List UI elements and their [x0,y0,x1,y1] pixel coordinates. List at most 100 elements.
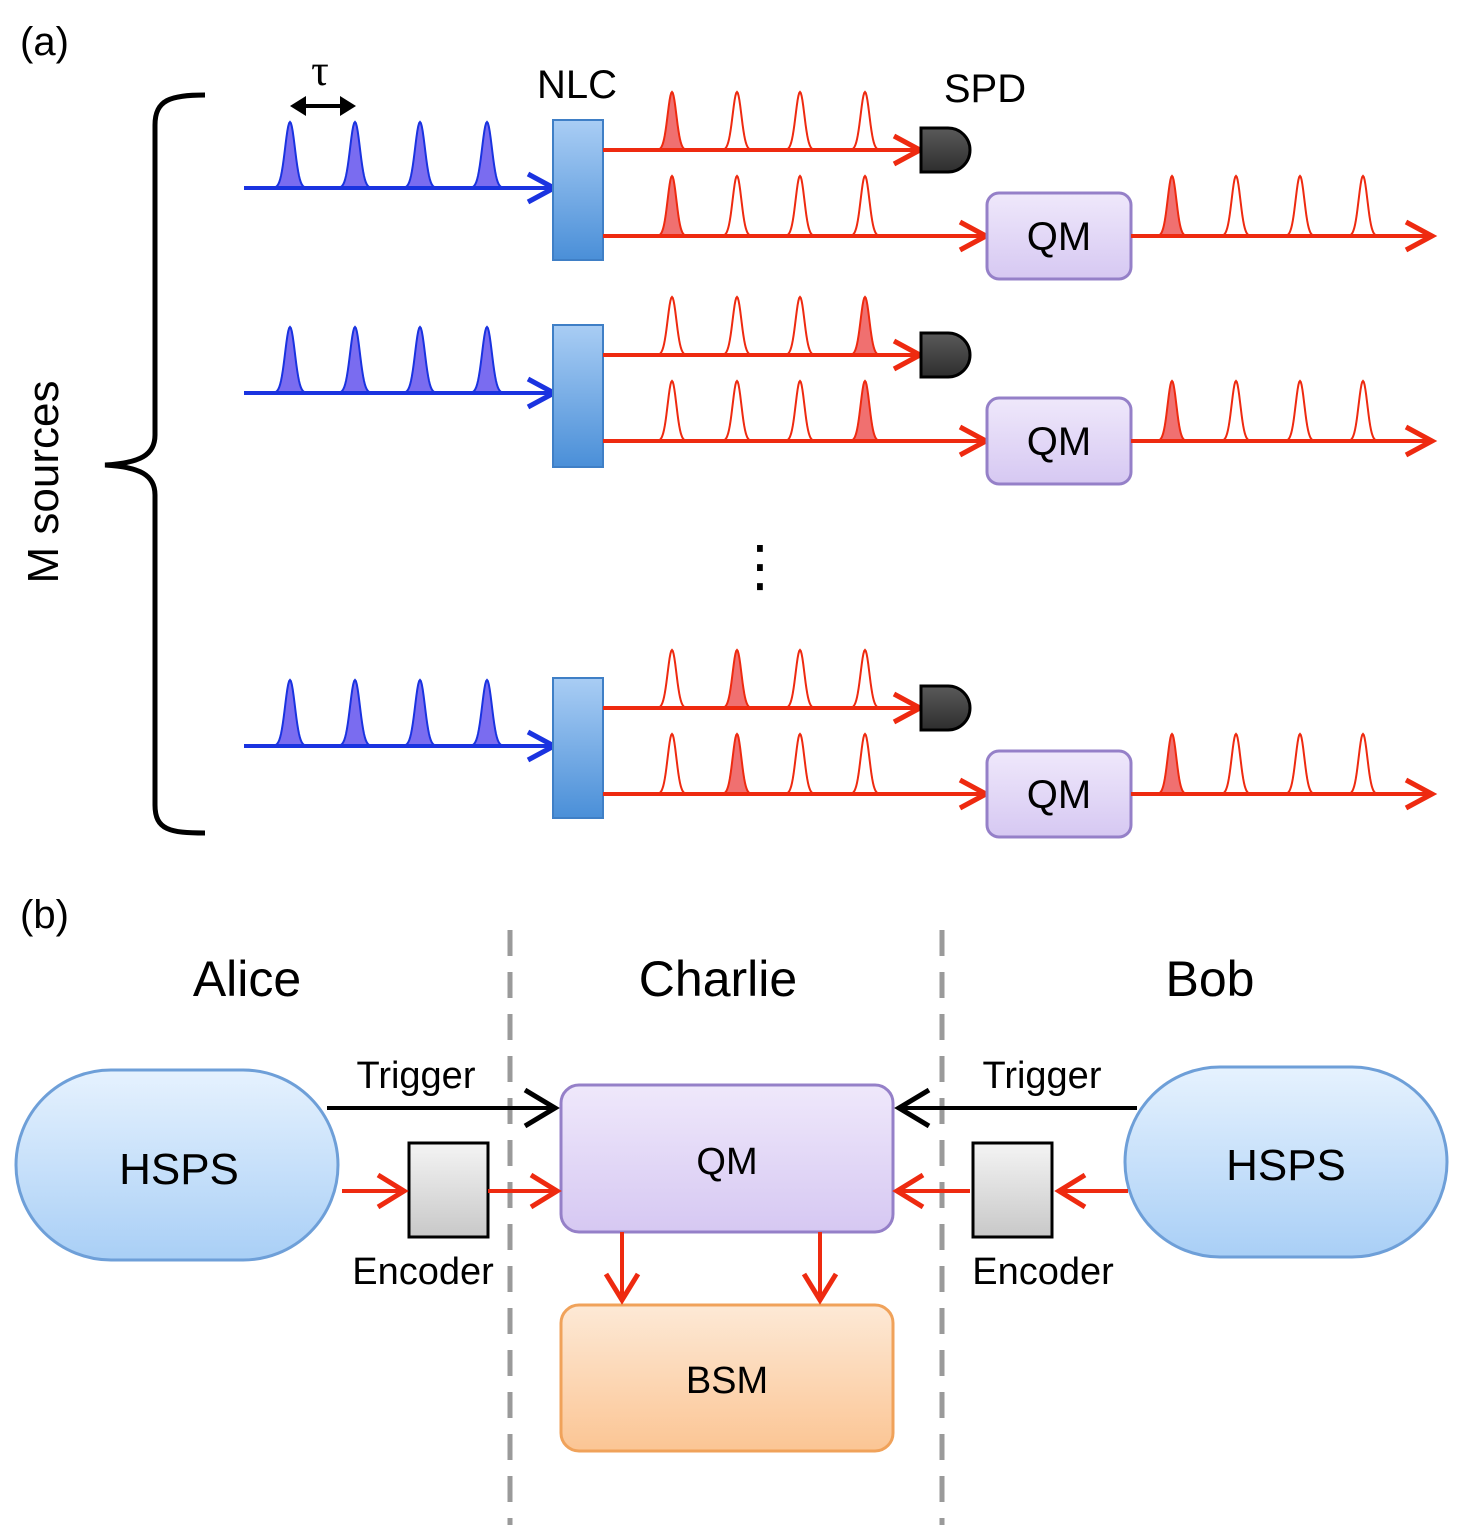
nlc-label: NLC [537,63,617,107]
signal-pulse [721,379,753,442]
signal-pulse [849,732,881,795]
qm-to-bsm-right-arrow [801,1232,839,1305]
sources-label: M sources [19,381,68,584]
alice-encoder-to-qm-arrow [488,1172,562,1210]
herald-pulse [849,90,881,151]
signal-pulse [721,732,753,795]
output-pulse [1220,174,1252,237]
signal-pulse [849,379,881,442]
signal-pulse [656,174,688,237]
signal-beam-arrow [603,777,992,811]
signal-beam-arrow [603,219,992,253]
bob-trigger-label: Trigger [983,1055,1102,1097]
panel-b-label: (b) [20,893,69,937]
charlie-qm-label: QM [696,1141,757,1183]
alice-trigger-arrow [327,1087,560,1129]
output-pulse [1156,174,1188,237]
sources-brace [104,92,206,836]
pump-pulse [469,325,505,394]
output-pulse [1347,174,1379,237]
herald-pulse [721,90,753,151]
single-photon-detector [919,684,972,732]
signal-pulse [849,174,881,237]
output-pulse [1284,174,1316,237]
output-pulse [1347,379,1379,442]
bob-trigger-arrow [894,1087,1137,1129]
ellipsis-dots: ⋮ [732,534,788,597]
alice-source-to-encoder-arrow [342,1172,409,1210]
panel-a-label: (a) [20,20,69,64]
signal-pulse [656,379,688,442]
pump-pulse [469,120,505,189]
nonlinear-crystal [552,119,604,261]
herald-pulse [849,295,881,356]
alice-encoder-label: Encoder [352,1251,494,1293]
signal-pulse [721,174,753,237]
alice-hsps-source [14,1068,340,1262]
pump-pulse [337,120,373,189]
signal-beam-arrow [603,424,992,458]
herald-pulse [656,295,688,356]
bell-state-measurement [559,1303,895,1453]
output-pulse [1347,732,1379,795]
single-photon-detector [919,126,972,174]
signal-pulse [656,732,688,795]
panel-a: (a) τ NLC SPD M sources ⋮ QM QM QM [19,20,1438,839]
charlie-quantum-memory [559,1083,895,1234]
pump-pulse [402,325,438,394]
pump-pulse [402,120,438,189]
signal-pulse [784,174,816,237]
quantum-memory-label: QM [1027,773,1091,817]
tau-symbol: τ [311,46,329,95]
output-pulse [1156,379,1188,442]
bob-encoder [971,1141,1054,1239]
single-photon-detector [919,331,972,379]
qm-to-bsm-left-arrow [603,1232,641,1305]
tau-double-arrow [290,96,356,116]
spd-label: SPD [944,67,1026,111]
output-pulse [1156,732,1188,795]
output-pulse [1220,379,1252,442]
output-beam-arrow [1131,219,1438,253]
herald-pulse [784,295,816,356]
source-row-3: QM [244,648,1438,839]
alice-encoder [407,1141,490,1239]
herald-pulse [656,90,688,151]
quantum-memory-label: QM [1027,420,1091,464]
bob-hsps-label: HSPS [1226,1141,1346,1190]
bsm-label: BSM [686,1360,768,1402]
output-pulse [1284,732,1316,795]
herald-pulse [656,648,688,709]
output-pulse [1220,732,1252,795]
bob-source-to-encoder-arrow [1054,1172,1128,1210]
pump-pulse [272,120,308,189]
source-rows: QM QM QM [244,90,1438,839]
panel-b: (b) Alice Charlie Bob HSPS HSPS QM BSM E… [14,893,1449,1525]
alice-trigger-label: Trigger [357,1055,476,1097]
output-pulse [1284,379,1316,442]
bob-name: Bob [1166,951,1255,1007]
bob-hsps-source [1123,1065,1449,1259]
pump-pulse [402,678,438,747]
bob-encoder-to-qm-arrow [892,1172,970,1210]
quantum-memory-label: QM [1027,215,1091,259]
output-beam-arrow [1131,424,1438,458]
herald-pulse [721,295,753,356]
alice-name: Alice [193,951,301,1007]
pump-pulse [272,678,308,747]
herald-pulse [721,648,753,709]
pump-pulse [337,325,373,394]
output-beam-arrow [1131,777,1438,811]
signal-pulse [784,732,816,795]
source-row-2: QM [244,295,1438,486]
source-row-1: QM [244,90,1438,281]
alice-hsps-label: HSPS [119,1145,239,1194]
bob-encoder-label: Encoder [972,1251,1114,1293]
pump-pulse [337,678,373,747]
charlie-name: Charlie [639,951,797,1007]
herald-pulse [784,90,816,151]
nonlinear-crystal [552,677,604,819]
herald-pulse [784,648,816,709]
signal-pulse [784,379,816,442]
